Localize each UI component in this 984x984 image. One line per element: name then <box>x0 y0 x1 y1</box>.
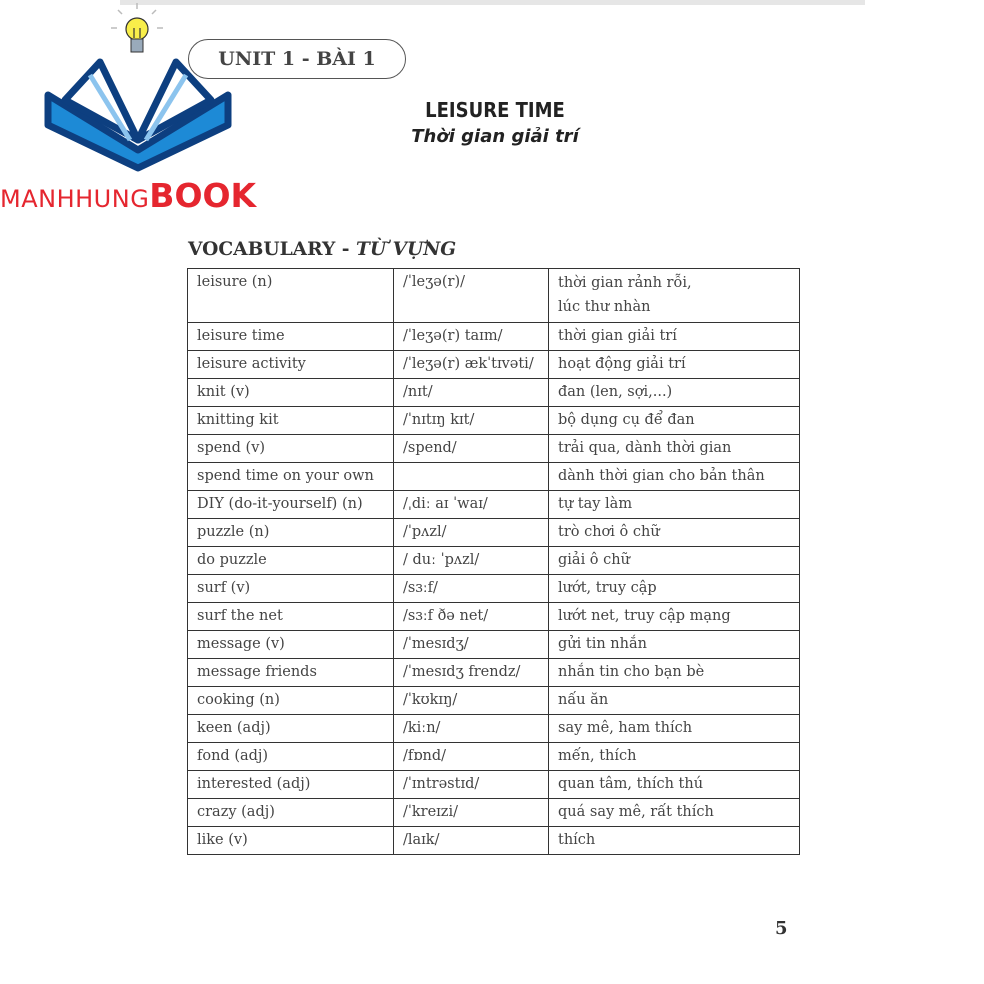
table-row: like (v)/laɪk/thích <box>187 826 800 855</box>
vocab-word: spend time on your own <box>187 462 394 491</box>
manhhungbook-logo-icon <box>44 3 232 172</box>
vocab-ipa: /fɒnd/ <box>393 742 549 771</box>
table-row: spend time on your own dành thời gian cho… <box>187 462 800 491</box>
table-row: knit (v)/nɪt/đan (len, sợi,...) <box>187 378 800 407</box>
vocab-word: message (v) <box>187 630 394 659</box>
table-row: keen (adj)/kiːn/say mê, ham thích <box>187 714 800 743</box>
table-row: surf the net/sɜːf ðə net/lướt net, truy … <box>187 602 800 631</box>
vocab-word: message friends <box>187 658 394 687</box>
table-row: puzzle (n)/ˈpʌzl/trò chơi ô chữ <box>187 518 800 547</box>
vocab-meaning: lướt, truy cập <box>548 574 800 603</box>
table-row: interested (adj)/ˈɪntrəstɪd/quan tâm, th… <box>187 770 800 799</box>
vocab-word: crazy (adj) <box>187 798 394 827</box>
table-row: leisure (n)/ˈleʒə(r)/thời gian rảnh rỗi,… <box>187 268 800 323</box>
vocabulary-table: leisure (n)/ˈleʒə(r)/thời gian rảnh rỗi,… <box>187 268 800 855</box>
vocab-ipa: / duː ˈpʌzl/ <box>393 546 549 575</box>
vocab-meaning: thời gian giải trí <box>548 322 800 351</box>
vocab-word: leisure activity <box>187 350 394 379</box>
table-row: message friends/ˈmesɪdʒ frendz/nhắn tin … <box>187 658 800 687</box>
vocab-ipa: /nɪt/ <box>393 378 549 407</box>
vocab-ipa: /ˈmesɪdʒ frendz/ <box>393 658 549 687</box>
table-row: spend (v)/spend/trải qua, dành thời gian <box>187 434 800 463</box>
vocab-meaning: nhắn tin cho bạn bè <box>548 658 800 687</box>
vocab-meaning: hoạt động giải trí <box>548 350 800 379</box>
vocab-word: do puzzle <box>187 546 394 575</box>
vocab-meaning: quá say mê, rất thích <box>548 798 800 827</box>
meaning-line: thời gian rảnh rỗi, <box>558 275 692 291</box>
vocab-meaning: lướt net, truy cập mạng <box>548 602 800 631</box>
vocab-meaning: nấu ăn <box>548 686 800 715</box>
vocab-word: leisure (n) <box>187 268 394 323</box>
vocab-ipa: /kiːn/ <box>393 714 549 743</box>
page-subtitle: Thời gian giải trí <box>411 126 579 147</box>
brand-name-part2: BOOK <box>149 176 257 215</box>
table-row: surf (v)/sɜːf/lướt, truy cập <box>187 574 800 603</box>
vocab-word: fond (adj) <box>187 742 394 771</box>
table-row: message (v)/ˈmesɪdʒ/gửi tin nhắn <box>187 630 800 659</box>
meaning-line: lúc thư nhàn <box>558 299 651 315</box>
vocab-word: puzzle (n) <box>187 518 394 547</box>
vocab-ipa: /ˈkreɪzi/ <box>393 798 549 827</box>
vocab-word: keen (adj) <box>187 714 394 743</box>
table-row: cooking (n)/ˈkʊkɪŋ/nấu ăn <box>187 686 800 715</box>
table-row: crazy (adj)/ˈkreɪzi/quá say mê, rất thíc… <box>187 798 800 827</box>
vocab-ipa: /ˈmesɪdʒ/ <box>393 630 549 659</box>
vocab-meaning: đan (len, sợi,...) <box>548 378 800 407</box>
vocab-ipa: /ˈnɪtɪŋ kɪt/ <box>393 406 549 435</box>
section-title: VOCABULARY - TỪ VỰNG <box>188 238 456 260</box>
vocab-ipa: /laɪk/ <box>393 826 549 855</box>
vocab-word: surf the net <box>187 602 394 631</box>
top-bar <box>120 0 865 5</box>
page-title: LEISURE TIME <box>425 98 565 122</box>
vocab-meaning: giải ô chữ <box>548 546 800 575</box>
vocab-ipa: /ˈleʒə(r) taɪm/ <box>393 322 549 351</box>
vocab-word: DIY (do-it-yourself) (n) <box>187 490 394 519</box>
vocab-ipa: /spend/ <box>393 434 549 463</box>
section-title-en: VOCABULARY - <box>188 238 357 260</box>
table-row: do puzzle / duː ˈpʌzl/giải ô chữ <box>187 546 800 575</box>
vocab-meaning: quan tâm, thích thú <box>548 770 800 799</box>
vocab-meaning: tự tay làm <box>548 490 800 519</box>
vocab-meaning: thời gian rảnh rỗi, lúc thư nhàn <box>548 268 800 323</box>
section-title-vi: TỪ VỰNG <box>356 238 457 260</box>
vocab-word: knit (v) <box>187 378 394 407</box>
unit-badge: UNIT 1 - BÀI 1 <box>188 39 406 79</box>
vocab-word: spend (v) <box>187 434 394 463</box>
table-row: knitting kit/ˈnɪtɪŋ kɪt/bộ dụng cụ để đa… <box>187 406 800 435</box>
vocab-word: cooking (n) <box>187 686 394 715</box>
vocab-word: surf (v) <box>187 574 394 603</box>
brand-name-part1: MANHHUNG <box>0 185 150 213</box>
vocab-meaning: trò chơi ô chữ <box>548 518 800 547</box>
vocab-meaning: dành thời gian cho bản thân <box>548 462 800 491</box>
vocab-meaning: say mê, ham thích <box>548 714 800 743</box>
vocab-ipa: /sɜːf ðə net/ <box>393 602 549 631</box>
vocab-meaning: trải qua, dành thời gian <box>548 434 800 463</box>
vocab-ipa: /sɜːf/ <box>393 574 549 603</box>
table-row: leisure activity/ˈleʒə(r) ækˈtɪvəti/hoạt… <box>187 350 800 379</box>
vocab-ipa: /ˌdiː aɪ ˈwaɪ/ <box>393 490 549 519</box>
vocab-meaning: gửi tin nhắn <box>548 630 800 659</box>
vocab-ipa: /ˈpʌzl/ <box>393 518 549 547</box>
vocab-ipa: /ˈleʒə(r) ækˈtɪvəti/ <box>393 350 549 379</box>
table-row: fond (adj)/fɒnd/mến, thích <box>187 742 800 771</box>
table-row: DIY (do-it-yourself) (n)/ˌdiː aɪ ˈwaɪ/tự… <box>187 490 800 519</box>
vocab-ipa <box>393 462 549 491</box>
vocab-word: like (v) <box>187 826 394 855</box>
vocab-word: leisure time <box>187 322 394 351</box>
vocab-meaning: thích <box>548 826 800 855</box>
vocab-meaning: mến, thích <box>548 742 800 771</box>
vocab-ipa: /ˈkʊkɪŋ/ <box>393 686 549 715</box>
lightbulb-icon <box>111 3 163 53</box>
vocab-word: interested (adj) <box>187 770 394 799</box>
vocab-word: knitting kit <box>187 406 394 435</box>
vocab-ipa: /ˈɪntrəstɪd/ <box>393 770 549 799</box>
page-number: 5 <box>775 918 788 939</box>
vocab-ipa: /ˈleʒə(r)/ <box>393 268 549 323</box>
brand-name: MANHHUNGBOOK <box>0 176 256 215</box>
table-row: leisure time/ˈleʒə(r) taɪm/thời gian giả… <box>187 322 800 351</box>
vocab-meaning: bộ dụng cụ để đan <box>548 406 800 435</box>
